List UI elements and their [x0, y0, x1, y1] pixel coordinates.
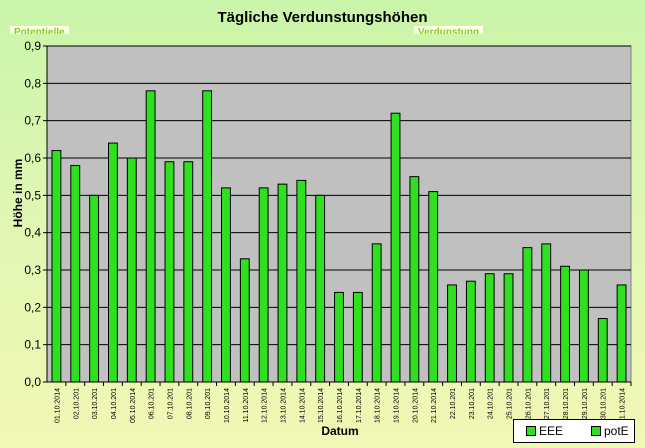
x-tick-label: 17.10.2014: [356, 388, 363, 423]
bar: [541, 243, 552, 383]
bar: [465, 280, 476, 383]
x-axis-label: Datum: [321, 424, 359, 438]
legend-label-pote: potE: [604, 424, 629, 438]
bar: [108, 142, 118, 383]
x-tick-label: 22.10.201: [450, 388, 457, 419]
x-tick-label: 09.10.201: [205, 388, 212, 419]
legend: EEE potE: [513, 419, 635, 443]
x-tick-label: 19.10.2014: [394, 388, 401, 423]
bar: [89, 194, 100, 383]
x-tick-label: 10.10.2014: [224, 388, 231, 423]
bar: [164, 161, 175, 383]
bar: [183, 161, 194, 383]
bar: [145, 90, 156, 383]
corner-label-right: Verdunstung: [414, 26, 484, 34]
bar: [202, 90, 213, 383]
y-tick-label: 0,0: [24, 375, 41, 389]
x-tick-label: 28.10.201: [563, 388, 570, 419]
y-tick-label: 0,5: [24, 188, 41, 202]
x-tick-label: 21.10.2014: [431, 388, 438, 423]
legend-item-pote: potE: [591, 424, 629, 438]
y-tick-label: 0,6: [24, 151, 41, 165]
x-tick-label: 07.10.201: [167, 388, 174, 419]
y-tick-label: 0,8: [24, 76, 41, 90]
bar: [334, 291, 344, 383]
x-tick-label: 12.10.2014: [262, 388, 269, 423]
x-tick-label: 06.10.201: [149, 388, 156, 419]
bar: [578, 269, 589, 383]
bar: [484, 273, 495, 383]
x-tick-label: 20.10.2014: [412, 388, 419, 423]
bar: [409, 176, 420, 383]
x-tick-label: 23.10.201: [469, 388, 476, 419]
x-tick-label: 25.10.201: [507, 388, 514, 419]
bar: [239, 258, 250, 383]
bar: [447, 284, 457, 383]
bar: [315, 194, 326, 383]
y-tick-label: 0,2: [24, 300, 41, 314]
bar: [70, 164, 81, 383]
bar: [221, 187, 231, 383]
y-tick-label: 0,1: [24, 338, 41, 352]
bar: [390, 112, 401, 383]
bar: [126, 157, 137, 383]
bar: [51, 150, 62, 383]
x-tick-label: 27.10.201: [544, 388, 551, 419]
bar: [560, 265, 570, 383]
x-tick-label: 29.10.201: [582, 388, 589, 419]
legend-swatch-pote: [591, 426, 601, 436]
x-tick-label: 24.10.201: [488, 388, 495, 419]
legend-swatch-eee: [526, 426, 536, 436]
x-tick-label: 11.10.2014: [243, 388, 250, 423]
chart-title: Tägliche Verdunstungshöhen: [217, 9, 428, 26]
bar: [616, 284, 627, 383]
x-tick-label: 18.10.2014: [375, 388, 382, 423]
x-tick-label: 01.10.2014: [54, 388, 61, 423]
y-axis-label: Höhe in mm: [11, 158, 25, 228]
bar: [277, 183, 288, 383]
x-tick-label: 16.10.2014: [337, 388, 344, 423]
x-tick-label: 08.10.201: [186, 388, 193, 419]
bar: [428, 191, 439, 383]
bar: [352, 291, 363, 383]
x-tick-label: 15.10.2014: [318, 388, 325, 423]
legend-label-eee: EEE: [539, 424, 564, 438]
x-tick-label: 03.10.201: [92, 388, 99, 419]
bar: [522, 247, 533, 383]
corner-label-left: Potentielle: [10, 26, 69, 34]
x-tick-label: 30.10.201: [601, 388, 608, 419]
x-tick-label: 26.10.201: [525, 388, 532, 419]
bar: [597, 318, 608, 383]
x-tick-label: 05.10.2014: [130, 388, 137, 423]
y-tick-label: 0,9: [24, 39, 41, 53]
x-tick-label: 02.10.201: [73, 388, 80, 419]
bar: [503, 273, 514, 383]
legend-item-eee: EEE: [526, 424, 563, 438]
bar: [258, 187, 269, 383]
bar: [296, 179, 307, 383]
x-tick-label: 14.10.2014: [299, 388, 306, 423]
bar: [371, 243, 382, 383]
x-tick-label: 04.10.201: [111, 388, 118, 419]
x-tick-label: 13.10.2014: [280, 388, 287, 423]
y-tick-label: 0,3: [24, 263, 41, 277]
y-tick-label: 0,7: [24, 114, 41, 128]
x-tick-label: 31.10.2014: [620, 388, 627, 423]
y-tick-label: 0,4: [24, 226, 41, 240]
